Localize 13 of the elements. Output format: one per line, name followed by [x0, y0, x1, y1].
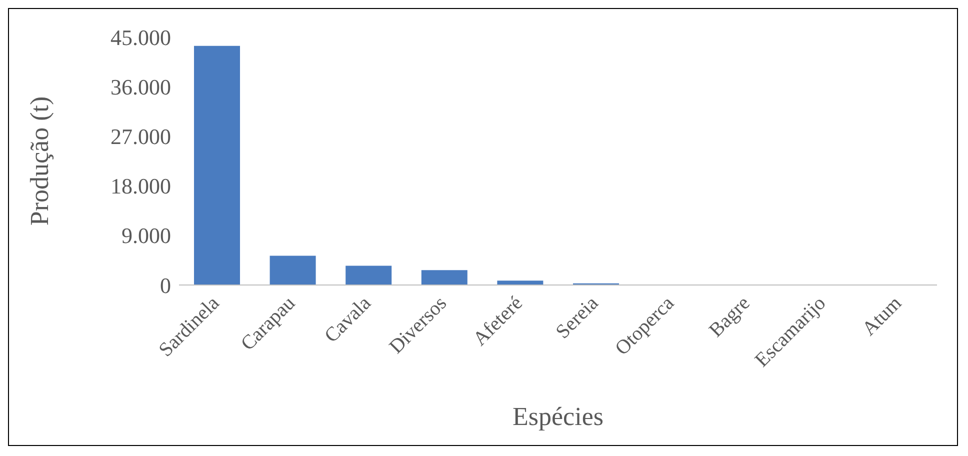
bar — [497, 280, 544, 285]
x-axis-title: Espécies — [512, 402, 604, 431]
bar — [421, 270, 468, 285]
bar — [346, 266, 392, 285]
bar — [270, 256, 316, 285]
y-tick-label: 45.000 — [110, 24, 171, 50]
y-tick-label: 18.000 — [110, 174, 171, 199]
y-tick-label: 0 — [160, 272, 171, 298]
y-tick-label: 27.000 — [110, 124, 171, 150]
y-tick-label: 9.000 — [122, 223, 171, 248]
y-tick-label: 36.000 — [110, 74, 171, 100]
bar — [194, 46, 240, 285]
y-axis-title: Produção (t) — [25, 96, 54, 226]
